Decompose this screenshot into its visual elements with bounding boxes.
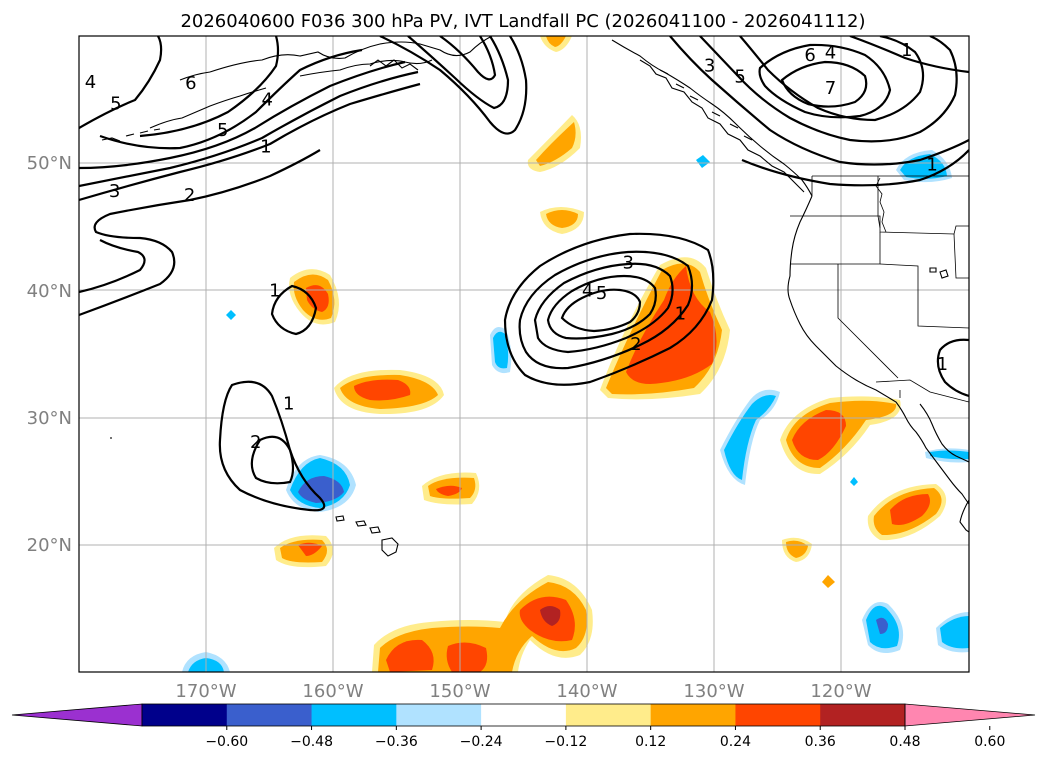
colorbar-tick-label: −0.12 — [544, 734, 587, 750]
colorbar-tick-label: 0.60 — [974, 734, 1005, 750]
hawaii-islands — [335, 515, 399, 557]
colorbar-tick-label: 0.36 — [805, 734, 836, 750]
contour-label: 1 — [926, 154, 937, 175]
positive-anomaly-patch — [822, 575, 835, 588]
pv-contours — [79, 36, 969, 512]
coastlines — [101, 36, 969, 557]
alaska-coastline — [209, 36, 493, 73]
contour-label: 1 — [260, 137, 271, 158]
colorbar-tick-label: −0.48 — [290, 734, 333, 750]
contour-label: 1 — [937, 354, 948, 375]
map-frame — [78, 35, 970, 673]
contour-label: 1 — [269, 280, 280, 301]
contour-label: 4 — [85, 72, 96, 93]
colorbar-segment — [311, 704, 397, 726]
contour-label: 3 — [109, 181, 120, 202]
contour-label: 2 — [250, 432, 261, 453]
graticule — [79, 36, 969, 672]
colorbar: −0.60 −0.48 −0.36 −0.24 −0.12 0.12 0.24 0.36 0.4… — [11, 703, 1036, 750]
lon-label-160w: 160°W — [302, 681, 363, 702]
contour-label: 1 — [283, 394, 294, 415]
positive-anomaly-patch — [540, 207, 584, 234]
negative-anomaly-patch — [226, 310, 236, 320]
negative-anomaly-patch — [850, 477, 858, 486]
baja-coastline — [905, 417, 969, 505]
lon-label-170w: 170°W — [175, 681, 236, 702]
colorbar-segment — [142, 704, 228, 726]
contour-label: 4 — [582, 280, 593, 301]
map-background — [79, 36, 969, 672]
latitude-labels: 20°N 30°N 40°N 50°N — [27, 153, 72, 556]
contour-label: 6 — [185, 73, 196, 94]
colorbar-tick-label: −0.36 — [375, 734, 418, 750]
colorbar-segment — [735, 704, 821, 726]
colorbar-tick-labels: −0.60 −0.48 −0.36 −0.24 −0.12 0.12 0.24 0.36 0.4… — [205, 726, 1005, 750]
contour-label: 6 — [804, 45, 815, 66]
negative-anomaly-patch — [286, 455, 356, 512]
contour-label: 4 — [825, 43, 836, 64]
contour-label: 4 — [261, 90, 272, 111]
contour-label: 3 — [704, 55, 715, 76]
positive-anomaly-patch — [289, 269, 339, 325]
colorbar-segment — [481, 704, 567, 726]
contour-label: 1 — [901, 40, 912, 61]
contour-label: 5 — [217, 120, 228, 141]
lat-label-30n: 30°N — [27, 408, 72, 429]
contour-label: 3 — [623, 252, 634, 273]
longitude-labels: 170°W 160°W 150°W 140°W 130°W 120°W — [175, 681, 871, 702]
positive-anomaly-patch — [540, 36, 572, 52]
negative-anomaly-patch — [936, 612, 969, 653]
negative-anomaly-patch — [720, 389, 780, 485]
colorbar-segment — [226, 704, 313, 726]
ivt-shading — [182, 36, 969, 672]
lon-label-140w: 140°W — [556, 681, 617, 702]
colorbar-tick-label: −0.60 — [205, 734, 248, 750]
colorbar-segment — [650, 704, 736, 726]
contour-label: 5 — [734, 67, 745, 88]
positive-anomaly-patch — [334, 369, 444, 415]
colorbar-segment — [396, 704, 482, 726]
colorbar-extend-max — [904, 703, 1036, 727]
contour-label: 5 — [596, 283, 607, 304]
negative-anomaly-patch — [862, 602, 904, 654]
colorbar-tick-label: −0.24 — [460, 734, 503, 750]
contour-label: 7 — [825, 78, 836, 99]
positive-anomaly-patch — [372, 575, 593, 672]
lon-label-120w: 120°W — [810, 681, 871, 702]
lon-label-150w: 150°W — [429, 681, 490, 702]
bc-coastline — [611, 39, 813, 197]
contour-label: 2 — [630, 334, 641, 355]
negative-anomaly-patch — [896, 150, 952, 183]
positive-anomaly-patch — [422, 472, 480, 505]
negative-anomaly-patch — [696, 155, 710, 168]
colorbar-frame — [141, 703, 906, 727]
colorbar-segment — [565, 704, 652, 726]
lon-label-130w: 130°W — [683, 681, 744, 702]
lat-label-40n: 40°N — [27, 281, 72, 302]
us-west-coastline — [787, 195, 907, 419]
figure-title: 2026040600 F036 300 hPa PV, IVT Landfall… — [180, 11, 865, 32]
colorbar-tick-label: 0.48 — [889, 734, 920, 750]
colorbar-tick-label: 0.24 — [720, 734, 751, 750]
lat-label-20n: 20°N — [27, 535, 72, 556]
colorbar-tick-label: 0.12 — [635, 734, 666, 750]
contour-label: 2 — [184, 185, 195, 206]
positive-anomaly-patch — [527, 115, 581, 172]
colorbar-segment — [820, 704, 906, 726]
colorbar-extend-min — [11, 703, 143, 727]
lat-label-50n: 50°N — [27, 153, 72, 174]
colorbar-segments — [11, 703, 1036, 727]
positive-anomaly-patch — [867, 484, 947, 541]
contour-label: 1 — [675, 303, 686, 324]
contour-label: 5 — [110, 93, 121, 114]
